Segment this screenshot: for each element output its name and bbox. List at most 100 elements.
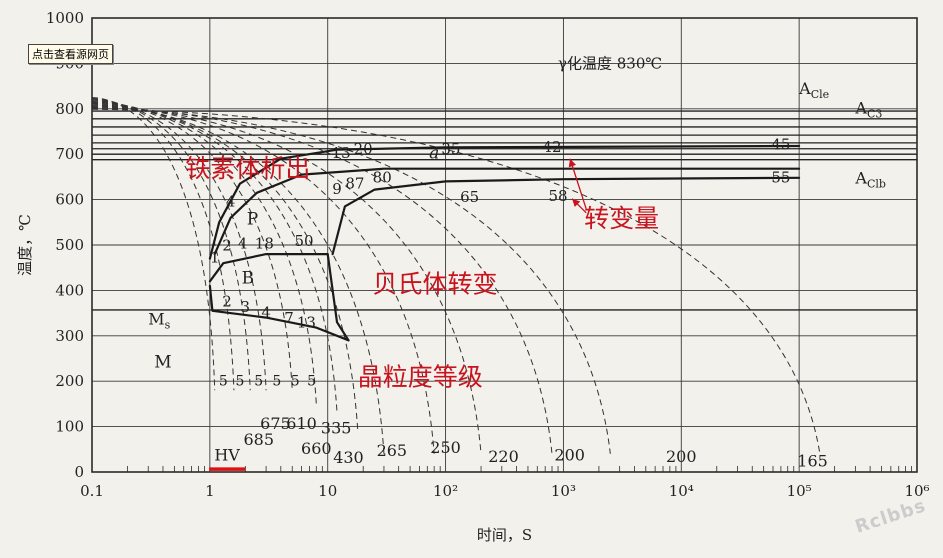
hardness-value-label: 265	[377, 441, 408, 460]
curve-martensite-start	[208, 284, 350, 342]
y-tick-label: 0	[74, 463, 84, 481]
region-label: P	[247, 210, 258, 230]
region-label: B	[242, 269, 255, 289]
transformation-amount-label: 58	[548, 187, 567, 205]
transformation-amount-label: 4	[261, 304, 271, 322]
hardness-value-label: 200	[666, 447, 697, 466]
hardness-value-label: 200	[554, 446, 585, 465]
transformation-amount-label: 45	[771, 136, 790, 154]
hardness-value-label: 675	[260, 414, 291, 433]
x-axis-title: 时间，S	[477, 526, 532, 544]
cooling-curve	[91, 96, 216, 391]
transformation-amount-label: 4	[226, 192, 236, 210]
transformation-amount-label: 1	[210, 248, 220, 266]
curve-bainite-start	[208, 253, 329, 283]
plot-frame	[91, 17, 918, 473]
hardness-value-label: 250	[430, 438, 461, 457]
annotation-label: 转变量	[584, 204, 659, 233]
y-tick-label: 400	[55, 281, 84, 299]
transformation-amount-label: 50	[295, 232, 314, 250]
region-label: M	[154, 353, 171, 373]
critical-line-label: AClb	[854, 168, 886, 190]
grain-size-label: 5	[254, 374, 263, 390]
cooling-curves-layer	[91, 96, 821, 454]
critical-line-label: ACle	[798, 79, 829, 101]
hardness-value-label: 220	[488, 447, 519, 466]
cooling-curve	[91, 103, 359, 432]
grid-layer	[92, 18, 917, 472]
cooling-curve	[91, 101, 317, 404]
hardness-value-label: 335	[321, 418, 352, 437]
source-link-button[interactable]: 点击查看源网页	[28, 44, 113, 64]
hardness-value-label: 430	[333, 448, 364, 467]
curve-pearlite-finish	[331, 176, 801, 256]
annotation-arrow	[568, 158, 587, 210]
transformation-amount-label: 2	[222, 236, 232, 254]
transformation-amount-label: 13	[332, 144, 351, 162]
annotation-label: 铁素体析出	[185, 154, 310, 183]
hardness-value-label: 165	[797, 452, 828, 471]
grain-size-label: 5	[291, 374, 300, 390]
transformation-amount-label: 80	[373, 168, 392, 186]
hardness-value-label: 685	[243, 430, 274, 449]
transformation-amount-label: 3	[241, 298, 251, 316]
transformation-amount-label: 55	[771, 168, 790, 186]
y-tick-label: 200	[55, 372, 84, 390]
x-tick-label: 10³	[551, 482, 576, 500]
x-tick-label: 10⁶	[904, 482, 929, 500]
grain-size-label: 5	[272, 374, 281, 390]
x-tick-label: 10⁵	[787, 482, 812, 500]
grain-size-label: 5	[307, 374, 316, 390]
x-tick-label: 1	[205, 482, 215, 500]
cooling-curve	[91, 107, 611, 454]
transformation-amount-label: 7	[284, 309, 294, 327]
x-tick-label: 10	[318, 482, 337, 500]
y-tick-label: 100	[55, 418, 84, 436]
grain-size-label: 5	[219, 374, 228, 390]
x-tick-label: 10²	[433, 482, 458, 500]
curve-ferrite-start	[208, 144, 801, 260]
y-tick-label: 700	[55, 145, 84, 163]
x-tick-label: 0.1	[80, 482, 104, 500]
transformation-amount-label: 20	[354, 140, 373, 158]
annotation-arrow	[571, 198, 587, 214]
x-tick-label: 10⁴	[669, 482, 694, 500]
transformation-amount-label: 65	[460, 188, 479, 206]
chart-title: γ化温度 830℃	[558, 54, 662, 72]
curve-pearlite-bainite-boundary	[326, 253, 350, 342]
y-tick-label: 1000	[46, 9, 84, 27]
hardness-value-label: 610	[286, 414, 317, 433]
critical-line-label: Ms	[148, 309, 170, 331]
cooling-curve	[91, 108, 821, 454]
transformation-curves-layer	[208, 144, 801, 342]
region-label: a	[429, 144, 439, 164]
cooling-curve	[91, 104, 385, 454]
isotherm-layer	[92, 110, 917, 311]
cooling-curve	[91, 105, 435, 454]
hardness-value-label: HV	[214, 446, 240, 465]
critical-line-label: AC3	[854, 98, 882, 120]
hardness-value-label: 660	[301, 439, 332, 458]
transformation-amount-label: 2	[222, 292, 232, 310]
grain-size-label: 5	[235, 374, 244, 390]
transformation-amount-label: 4	[238, 235, 248, 253]
cooling-curve	[91, 106, 553, 454]
transformation-amount-label: 13	[297, 314, 316, 332]
curve-ferrite-mid	[213, 167, 801, 256]
axis-layer: 010020030040050060070080090010000.111010…	[16, 9, 930, 544]
transformation-amount-label: 18	[255, 235, 274, 253]
transformation-amount-label: 42	[542, 138, 561, 156]
transformation-amount-label: 87	[345, 174, 364, 192]
y-tick-label: 500	[55, 236, 84, 254]
transformation-amount-label: 9	[332, 180, 342, 198]
annotation-label: 贝氏体转变	[373, 270, 498, 299]
transformation-amount-label: 35	[441, 140, 460, 158]
y-tick-label: 300	[55, 327, 84, 345]
y-tick-label: 800	[55, 100, 84, 118]
y-axis-title: 温度，℃	[16, 214, 34, 276]
annotation-label: 晶粒度等级	[358, 363, 483, 392]
y-tick-label: 600	[55, 191, 84, 209]
